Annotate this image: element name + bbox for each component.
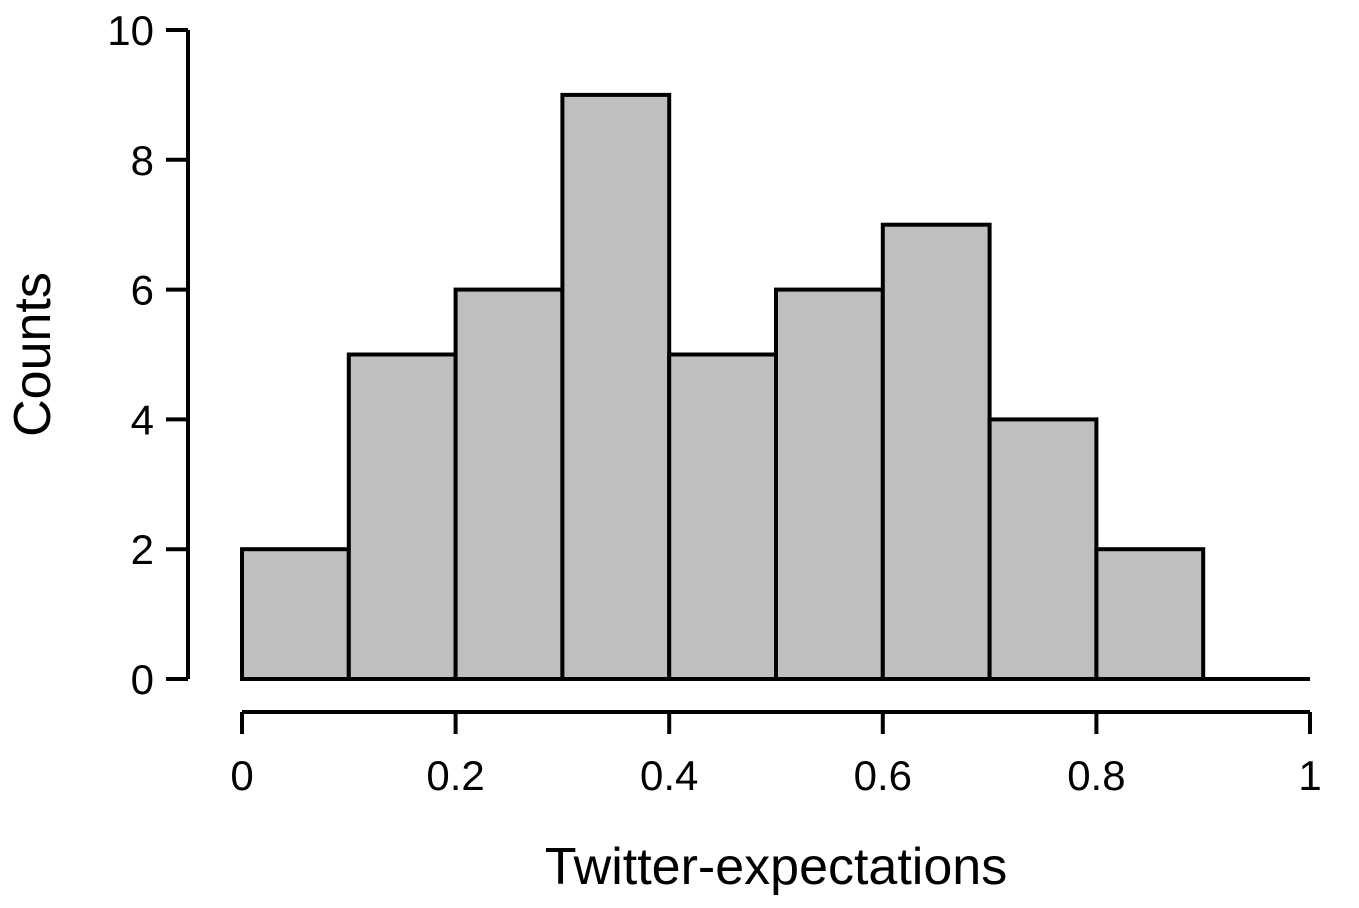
y-axis: 0 2 4 6 8 10 — [107, 7, 190, 703]
histogram-bar-2 — [346, 352, 458, 681]
x-axis: 0 0.2 0.4 0.6 0.8 1 — [230, 710, 1322, 799]
y-tick-label: 4 — [131, 396, 154, 443]
y-axis-title: Counts — [4, 272, 62, 437]
x-tick-label: 0.2 — [426, 752, 484, 799]
x-tick-label: 1 — [1298, 752, 1321, 799]
bars-group — [240, 92, 1310, 682]
x-tick-label: 0.6 — [854, 752, 912, 799]
histogram-bar-9 — [1094, 547, 1206, 682]
histogram-bar-8 — [987, 417, 1099, 681]
histogram-bar-3 — [453, 287, 565, 681]
y-tick-label: 0 — [131, 656, 154, 703]
y-tick-label: 10 — [107, 7, 154, 54]
histogram-bar-4 — [560, 92, 672, 681]
y-tick-label: 8 — [131, 137, 154, 184]
x-axis-title: Twitter-expectations — [545, 838, 1007, 896]
x-tick-label: 0 — [230, 752, 253, 799]
y-tick-label: 2 — [131, 526, 154, 573]
histogram-bar-6 — [774, 287, 885, 681]
x-tick-label: 0.4 — [640, 752, 698, 799]
x-tick-label: 0.8 — [1067, 752, 1125, 799]
histogram-bar-5 — [667, 352, 779, 681]
histogram-bar-7 — [880, 222, 992, 681]
histogram-bar-1 — [240, 547, 351, 682]
y-tick-label: 6 — [131, 267, 154, 314]
